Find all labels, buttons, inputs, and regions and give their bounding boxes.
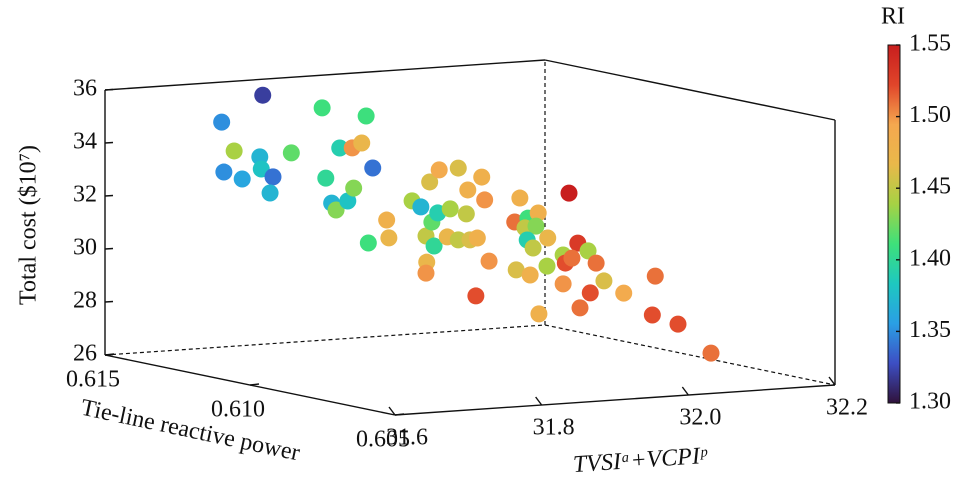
point <box>669 315 687 333</box>
point <box>554 275 572 293</box>
point <box>233 170 251 188</box>
point <box>521 266 539 284</box>
y-tick <box>104 353 115 356</box>
colorbar-tick-label: 1.35 <box>909 317 951 343</box>
point <box>412 198 430 216</box>
point <box>581 284 599 302</box>
hidden-edge <box>104 324 546 356</box>
point <box>473 168 491 186</box>
point <box>560 184 578 202</box>
x-tick-label: 32.0 <box>679 405 721 431</box>
z-tick-label: 36 <box>73 76 97 102</box>
x-tick-label: 32.2 <box>826 395 868 421</box>
point <box>643 306 661 324</box>
z-tick <box>104 88 114 91</box>
point <box>449 231 467 249</box>
x-tick <box>681 386 689 396</box>
z-tick-label: 34 <box>73 129 97 155</box>
point <box>430 161 448 179</box>
y-tick <box>249 383 260 386</box>
y-tick-label: 0.605 <box>356 427 410 453</box>
z-tick-label: 30 <box>73 235 97 261</box>
point <box>425 237 443 255</box>
point <box>213 113 231 131</box>
y-axis-label: Tie-line reactive power <box>79 395 303 467</box>
colorbar-tick-label: 1.50 <box>909 102 951 128</box>
z-tick <box>104 194 114 197</box>
point <box>587 254 605 272</box>
point <box>579 242 597 260</box>
point <box>327 201 345 219</box>
point <box>261 184 279 202</box>
z-tick <box>104 141 114 144</box>
point <box>378 211 396 229</box>
colorbar-tick-label: 1.40 <box>909 245 951 271</box>
point <box>507 261 525 279</box>
point <box>359 234 377 252</box>
point <box>702 344 720 362</box>
axis-edge <box>544 59 836 121</box>
point <box>524 239 542 257</box>
point <box>539 229 557 247</box>
axis-edge <box>394 384 836 416</box>
point <box>646 267 664 285</box>
colorbar-tick-label: 1.30 <box>909 389 951 415</box>
point <box>476 191 494 209</box>
point <box>380 229 398 247</box>
point <box>331 139 349 157</box>
x-tick <box>828 376 836 386</box>
x-tick <box>535 396 543 406</box>
point <box>571 299 589 317</box>
point <box>421 173 439 191</box>
point <box>538 257 556 275</box>
colorbar-tick-label: 1.55 <box>909 31 951 57</box>
z-axis-label: Total cost ($10⁷) <box>16 145 42 305</box>
point <box>254 86 272 104</box>
point <box>480 252 498 270</box>
colorbar <box>887 44 901 404</box>
point <box>563 249 581 267</box>
x-tick-label: 31.6 <box>386 425 428 451</box>
point <box>615 284 633 302</box>
z-tick <box>104 300 114 303</box>
point <box>449 159 467 177</box>
point <box>459 181 477 199</box>
x-tick <box>388 406 396 416</box>
point <box>529 204 547 222</box>
point <box>345 179 363 197</box>
y-tick <box>394 413 405 416</box>
point <box>313 99 331 117</box>
point <box>225 142 243 160</box>
z-tick <box>104 247 114 250</box>
point <box>317 169 335 187</box>
point <box>357 107 375 125</box>
point <box>530 305 548 323</box>
point <box>457 205 475 223</box>
colorbar-label: RI <box>881 4 905 30</box>
point <box>595 272 613 290</box>
x-tick-label: 31.8 <box>533 415 575 441</box>
point <box>441 200 459 218</box>
point <box>264 168 282 186</box>
point <box>215 163 233 181</box>
colorbar-tick-label: 1.45 <box>909 174 951 200</box>
z-tick-label: 28 <box>73 288 97 314</box>
x-axis-label: TVSIᵃ+VCPIᵖ <box>572 443 709 478</box>
point <box>417 264 435 282</box>
point <box>364 159 382 177</box>
point <box>511 189 529 207</box>
y-tick-label: 0.610 <box>211 397 265 423</box>
point <box>282 144 300 162</box>
y-tick-label: 0.615 <box>66 367 120 393</box>
point <box>353 134 371 152</box>
point <box>468 229 486 247</box>
hidden-edge <box>544 324 836 386</box>
point <box>467 287 485 305</box>
point <box>527 217 545 235</box>
z-tick-label: 32 <box>73 182 97 208</box>
axis-edge <box>104 59 546 91</box>
z-tick-label: 26 <box>73 341 97 367</box>
point <box>339 192 357 210</box>
